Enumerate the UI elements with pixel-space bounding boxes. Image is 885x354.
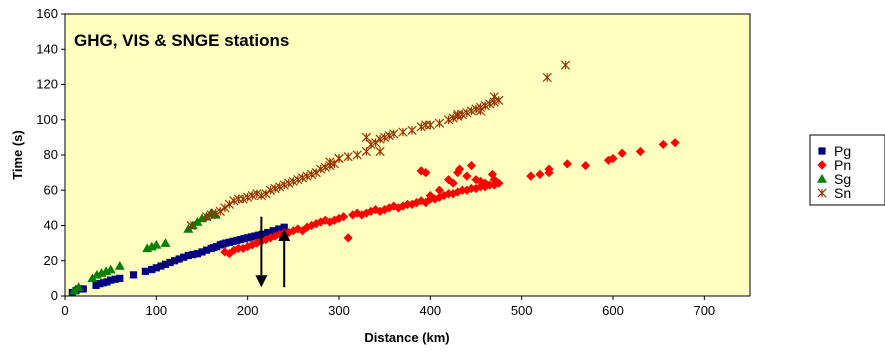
x-tick-label: 200 — [237, 303, 259, 318]
y-tick-label: 60 — [44, 182, 58, 197]
x-axis-title: Distance (km) — [364, 330, 449, 345]
y-tick-label: 40 — [44, 218, 58, 233]
x-tick-label: 600 — [602, 303, 624, 318]
legend-marker-pg — [818, 147, 825, 154]
x-tick-label: 500 — [511, 303, 533, 318]
x-tick-label: 700 — [693, 303, 715, 318]
x-tick-label: 0 — [61, 303, 68, 318]
y-tick-label: 0 — [51, 288, 58, 303]
x-tick-label: 300 — [328, 303, 350, 318]
y-axis: 0 20 40 60 80 100 120 140 160 — [36, 6, 65, 303]
y-tick-label: 20 — [44, 253, 58, 268]
data-point-pg — [142, 268, 149, 275]
y-tick-label: 120 — [36, 77, 58, 92]
plot-area — [65, 14, 750, 296]
x-tick-label: 100 — [145, 303, 167, 318]
legend-label-sn: Sn — [834, 185, 851, 201]
x-tick-label: 400 — [419, 303, 441, 318]
chart-title: GHG, VIS & SNGE stations — [74, 31, 289, 50]
data-point-pg — [130, 271, 137, 278]
y-tick-label: 160 — [36, 6, 58, 21]
x-axis: 0 100 200 300 400 500 600 700 — [61, 296, 715, 318]
y-axis-title: Time (s) — [10, 130, 25, 180]
y-tick-label: 140 — [36, 41, 58, 56]
data-point-pg — [116, 275, 123, 282]
y-tick-label: 100 — [36, 112, 58, 127]
y-tick-label: 80 — [44, 147, 58, 162]
